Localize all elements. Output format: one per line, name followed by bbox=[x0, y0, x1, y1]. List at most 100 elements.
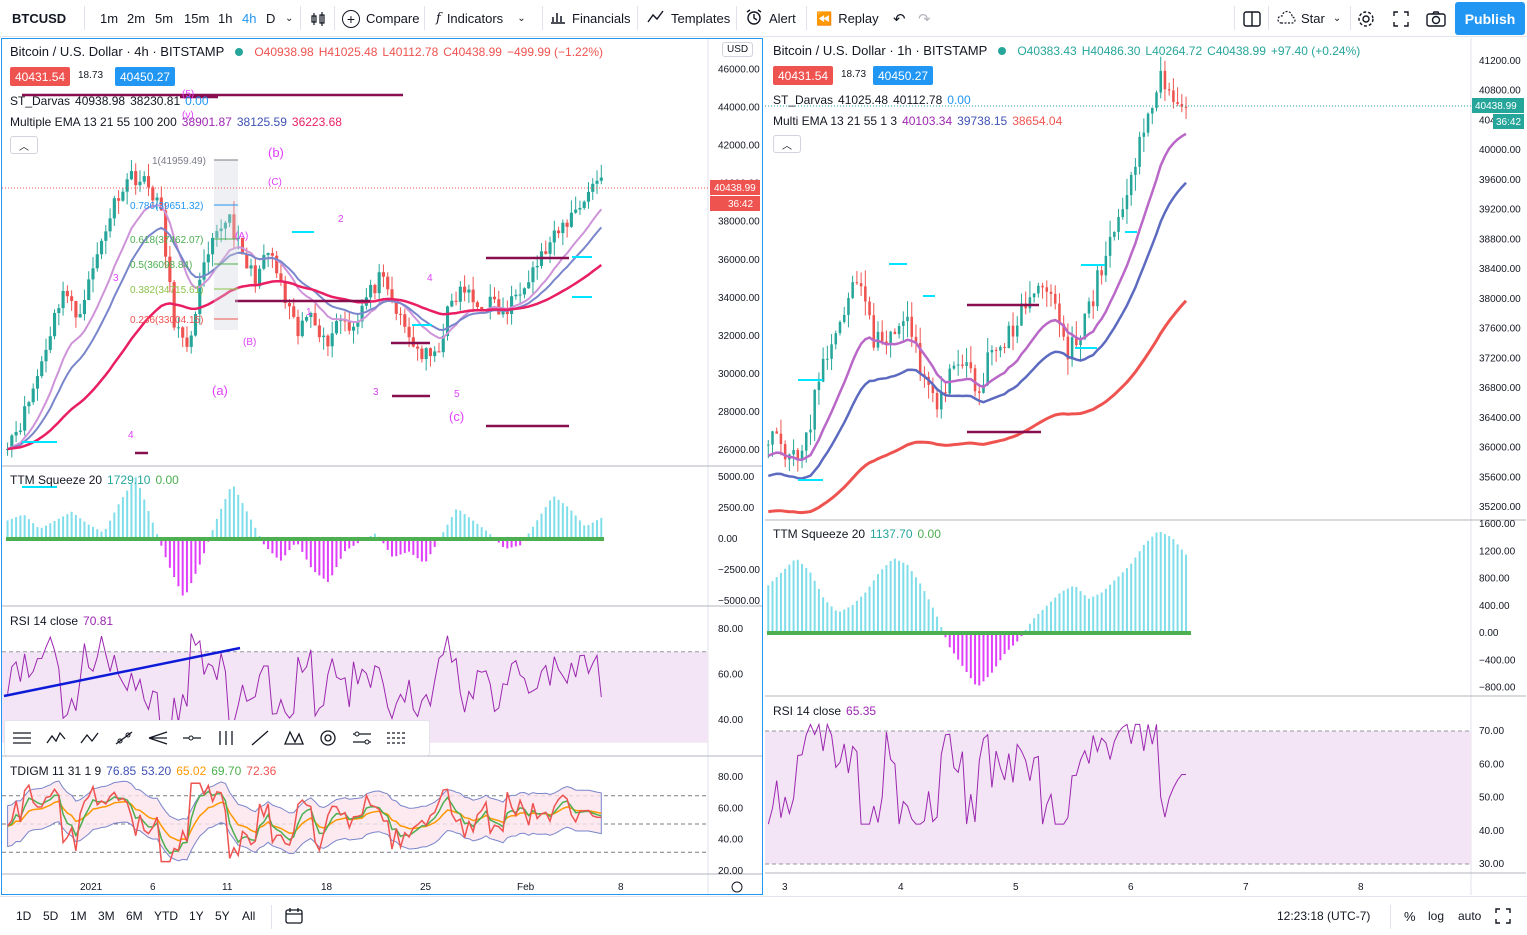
candle-body bbox=[31, 388, 35, 403]
ttm-legend-4h[interactable]: TTM Squeeze 20 1729.10 0.00 bbox=[10, 473, 179, 487]
pitchfork-icon[interactable] bbox=[141, 721, 175, 755]
rsi-legend-4h[interactable]: RSI 14 close 70.81 bbox=[10, 614, 113, 628]
interval-1m[interactable]: 1m bbox=[100, 11, 119, 26]
candle-body bbox=[855, 282, 859, 284]
range-3m[interactable]: 3M bbox=[98, 909, 115, 923]
candle-body bbox=[868, 301, 871, 316]
horizontal-ray-icon[interactable] bbox=[175, 721, 209, 755]
candle-body bbox=[1020, 303, 1023, 326]
templates-icon bbox=[647, 10, 665, 27]
log-toggle[interactable]: log bbox=[1428, 909, 1445, 923]
interval-d[interactable]: D bbox=[266, 11, 276, 26]
candle-body bbox=[1138, 136, 1141, 167]
time-axis-label: 8 bbox=[618, 882, 624, 893]
fullscreen-chart-icon[interactable] bbox=[1495, 897, 1511, 935]
range-6m[interactable]: 6M bbox=[126, 909, 143, 923]
xabcd-pattern-icon[interactable] bbox=[277, 721, 311, 755]
candle-body bbox=[249, 265, 253, 269]
camera-icon[interactable] bbox=[1426, 0, 1446, 37]
candle-body bbox=[792, 449, 795, 455]
darvas-v1: 40938.98 bbox=[75, 94, 126, 108]
compare-button[interactable]: + Compare bbox=[342, 0, 419, 37]
darvas-v1: 41025.48 bbox=[838, 93, 889, 107]
ttm-legend-1h[interactable]: TTM Squeeze 20 1137.70 0.00 bbox=[773, 527, 941, 541]
channel-tool-icon[interactable] bbox=[345, 721, 379, 755]
chart-1h[interactable]: 41200.0040800.0040400.0040000.0039600.00… bbox=[765, 38, 1526, 895]
ask-price-tag[interactable]: 40450.27 bbox=[873, 66, 934, 85]
indicators-button[interactable]: f Indicators ⌄ bbox=[436, 0, 526, 37]
candle-body bbox=[27, 402, 31, 407]
symbol-search[interactable]: BTCUSD bbox=[12, 11, 67, 26]
trend-tool-icon[interactable] bbox=[107, 721, 141, 755]
abc-wave-icon[interactable] bbox=[73, 721, 107, 755]
collapse-legend-button[interactable]: ︿ bbox=[10, 136, 38, 154]
chevron-down-icon[interactable]: ⌄ bbox=[285, 13, 294, 24]
darvas-legend[interactable]: ST_Darvas 41025.48 40112.78 0.00 bbox=[773, 93, 971, 107]
price-axis-label: 41200.00 bbox=[1479, 56, 1521, 67]
rsi-legend-1h[interactable]: RSI 14 close 65.35 bbox=[773, 704, 876, 718]
clock-time[interactable]: 12:23:18 (UTC-7) bbox=[1277, 909, 1371, 923]
rsi-axis-label: 50.00 bbox=[1479, 793, 1504, 804]
publish-button[interactable]: Publish bbox=[1455, 2, 1525, 35]
redo-icon[interactable]: ↷ bbox=[918, 10, 931, 28]
range-ytd[interactable]: YTD bbox=[154, 909, 178, 923]
line-tool-icon[interactable] bbox=[243, 721, 277, 755]
rsi-name: RSI 14 close bbox=[10, 614, 79, 628]
percent-toggle[interactable]: % bbox=[1404, 908, 1416, 924]
alert-button[interactable]: Alert bbox=[745, 0, 796, 37]
layout-icon[interactable] bbox=[1243, 0, 1261, 37]
candle-body bbox=[1003, 346, 1006, 348]
bid-price-tag[interactable]: 40431.54 bbox=[773, 66, 834, 85]
tdi-legend[interactable]: TDIGM 11 31 1 9 76.85 53.20 65.02 69.70 72.36 bbox=[10, 764, 276, 778]
candles-icon[interactable] bbox=[309, 0, 327, 37]
fib-circle-icon[interactable] bbox=[311, 721, 345, 755]
range-5y[interactable]: 5Y bbox=[215, 909, 230, 923]
interval-1h[interactable]: 1h bbox=[218, 11, 233, 26]
replay-button[interactable]: ⏪ Replay bbox=[816, 0, 879, 37]
fib-level-label: 0.786(39651.32) bbox=[130, 201, 203, 212]
lines-tool-icon[interactable] bbox=[5, 721, 39, 755]
range-1y[interactable]: 1Y bbox=[189, 909, 204, 923]
interval-4h[interactable]: 4h bbox=[242, 11, 257, 26]
rsi-trend-line bbox=[3, 646, 241, 698]
range-5d[interactable]: 5D bbox=[43, 909, 59, 923]
range-1m[interactable]: 1M bbox=[70, 909, 87, 923]
interval-5m[interactable]: 5m bbox=[155, 11, 174, 26]
ask-price-tag[interactable]: 40450.27 bbox=[115, 67, 176, 86]
chart-canvas-1h[interactable]: 41200.0040800.0040400.0040000.0039600.00… bbox=[765, 38, 1526, 895]
legend-main-4h: Bitcoin / U.S. Dollar · 4h · BITSTAMP O4… bbox=[10, 44, 603, 59]
candle-body bbox=[381, 272, 386, 277]
financials-label: Financials bbox=[572, 11, 631, 26]
chart-4h[interactable]: 46000.0044000.0042000.0040000.0038000.00… bbox=[1, 38, 763, 895]
interval-2m[interactable]: 2m bbox=[127, 11, 146, 26]
undo-icon[interactable]: ↶ bbox=[893, 10, 906, 28]
interval-15m[interactable]: 15m bbox=[184, 11, 210, 26]
financials-button[interactable]: Financials bbox=[550, 0, 631, 37]
fib-retracement-icon[interactable] bbox=[379, 721, 413, 755]
ema-legend[interactable]: Multiple EMA 13 21 55 100 200 38901.87 381… bbox=[10, 115, 342, 129]
candle-body bbox=[305, 317, 309, 321]
fullscreen-icon[interactable] bbox=[1392, 0, 1410, 37]
candle-body bbox=[138, 181, 142, 186]
chart-canvas-4h[interactable]: 46000.0044000.0042000.0040000.0038000.00… bbox=[2, 39, 762, 894]
ema-legend[interactable]: Multi EMA 13 21 55 1 3 40103.34 39738.15 38… bbox=[773, 114, 1062, 128]
wave-tool-icon[interactable] bbox=[39, 721, 73, 755]
range-all[interactable]: All bbox=[242, 909, 256, 923]
candle-body bbox=[1151, 107, 1154, 114]
currency-label[interactable]: USD bbox=[722, 42, 754, 57]
candle-body bbox=[125, 179, 129, 192]
darvas-name: ST_Darvas bbox=[10, 94, 71, 108]
range-1d[interactable]: 1D bbox=[16, 909, 32, 923]
star-button[interactable]: Star ⌄ bbox=[1276, 0, 1341, 37]
collapse-legend-button[interactable]: ︿ bbox=[773, 135, 801, 153]
goto-date-icon[interactable] bbox=[285, 897, 303, 935]
templates-button[interactable]: Templates bbox=[647, 0, 730, 37]
bid-price-tag[interactable]: 40431.54 bbox=[10, 67, 71, 86]
ohlc-low: L40264.72 bbox=[1145, 43, 1203, 58]
auto-toggle[interactable]: auto bbox=[1458, 909, 1482, 923]
vertical-lines-icon[interactable] bbox=[209, 721, 243, 755]
candle-body bbox=[117, 198, 121, 201]
darvas-legend[interactable]: ST_Darvas 40938.98 38230.81 0.00 bbox=[10, 94, 209, 108]
gear-icon[interactable] bbox=[1357, 0, 1375, 37]
price-axis-label: 28000.00 bbox=[718, 407, 760, 418]
